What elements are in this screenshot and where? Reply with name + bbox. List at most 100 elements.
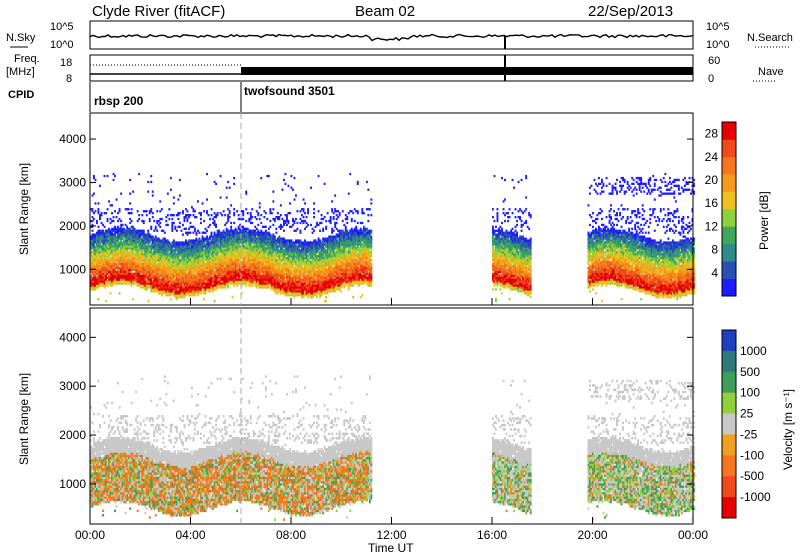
data-cell xyxy=(283,179,285,181)
nsky-tick-high: 10^5 xyxy=(50,21,74,33)
data-cell xyxy=(247,212,249,214)
data-cell xyxy=(182,210,184,212)
data-cell xyxy=(285,173,287,175)
data-cell xyxy=(265,212,267,214)
data-cell xyxy=(318,210,320,212)
data-cell xyxy=(196,216,198,218)
data-cell xyxy=(233,177,235,179)
data-cell xyxy=(206,198,208,200)
data-cell xyxy=(200,212,202,214)
data-cell xyxy=(155,226,157,228)
data-cell xyxy=(167,224,169,226)
data-cell xyxy=(297,222,299,224)
data-cell xyxy=(310,187,312,189)
data-cell xyxy=(138,218,140,220)
data-cell xyxy=(303,296,305,298)
data-cell xyxy=(242,210,244,212)
data-cell xyxy=(188,216,190,218)
data-cell xyxy=(132,191,134,193)
data-cell xyxy=(294,220,296,222)
data-cell xyxy=(288,185,290,187)
data-cell xyxy=(300,218,302,220)
data-cell xyxy=(277,212,279,214)
data-cell xyxy=(98,210,100,212)
data-cell xyxy=(107,284,109,286)
data-cell xyxy=(173,222,175,224)
data-cell xyxy=(230,204,232,206)
data-cell xyxy=(156,210,158,212)
data-cell xyxy=(143,220,145,222)
data-cell xyxy=(269,220,271,222)
data-cell xyxy=(182,234,184,236)
data-cell xyxy=(285,183,287,185)
data-cell xyxy=(167,239,169,241)
data-cell xyxy=(283,279,285,281)
station-title: Clyde River (fitACF) xyxy=(92,3,225,20)
data-cell xyxy=(149,218,151,220)
data-cell xyxy=(205,232,207,234)
data-cell xyxy=(184,296,186,298)
data-cell xyxy=(152,194,154,196)
data-cell xyxy=(179,222,181,224)
data-cell xyxy=(325,228,327,230)
data-cell xyxy=(316,296,318,298)
data-cell xyxy=(92,208,94,210)
data-cell xyxy=(245,208,247,210)
data-cell xyxy=(152,216,154,218)
data-cell xyxy=(101,212,103,214)
data-cell xyxy=(126,226,128,228)
data-cell xyxy=(92,220,94,222)
data-cell xyxy=(196,232,198,234)
data-cell xyxy=(179,212,181,214)
data-cell xyxy=(260,222,262,224)
data-cell xyxy=(99,216,101,218)
data-cell xyxy=(193,214,195,216)
nsky-tick-low: 10^0 xyxy=(50,39,74,51)
data-cell xyxy=(209,218,211,220)
data-cell xyxy=(250,214,252,216)
data-cell xyxy=(152,212,154,214)
data-cell xyxy=(313,230,315,232)
data-cell xyxy=(190,222,192,224)
data-cell xyxy=(215,216,217,218)
data-cell xyxy=(327,292,329,294)
data-cell xyxy=(107,218,109,220)
data-cell xyxy=(108,200,110,202)
data-cell xyxy=(221,214,223,216)
data-cell xyxy=(289,202,291,204)
data-cell xyxy=(245,284,247,286)
data-cell xyxy=(227,220,229,222)
nave-label: Nave xyxy=(758,66,784,78)
data-cell xyxy=(215,224,217,226)
data-cell xyxy=(251,284,253,286)
data-cell xyxy=(301,214,303,216)
data-cell xyxy=(224,214,226,216)
data-cell xyxy=(202,236,204,238)
data-cell xyxy=(146,214,148,216)
data-cell xyxy=(171,228,173,230)
data-cell xyxy=(131,212,133,214)
data-cell xyxy=(303,198,305,200)
data-cell xyxy=(319,230,321,232)
data-cell xyxy=(150,279,152,281)
data-cell xyxy=(282,218,284,220)
freq-tick-low: 8 xyxy=(66,73,72,85)
data-cell xyxy=(128,257,130,259)
data-cell xyxy=(307,210,309,212)
data-cell xyxy=(229,187,231,189)
data-cell xyxy=(257,230,259,232)
data-cell xyxy=(113,179,115,181)
data-cell xyxy=(144,279,146,281)
data-cell xyxy=(168,218,170,220)
data-cell xyxy=(318,224,320,226)
data-cell xyxy=(257,214,259,216)
data-cell xyxy=(227,214,229,216)
data-cell xyxy=(184,220,186,222)
data-cell xyxy=(294,198,296,200)
data-cell xyxy=(165,220,167,222)
data-cell xyxy=(119,208,121,210)
data-cell xyxy=(173,202,175,204)
data-cell xyxy=(268,228,270,230)
data-cell xyxy=(260,214,262,216)
data-cell xyxy=(245,191,247,193)
